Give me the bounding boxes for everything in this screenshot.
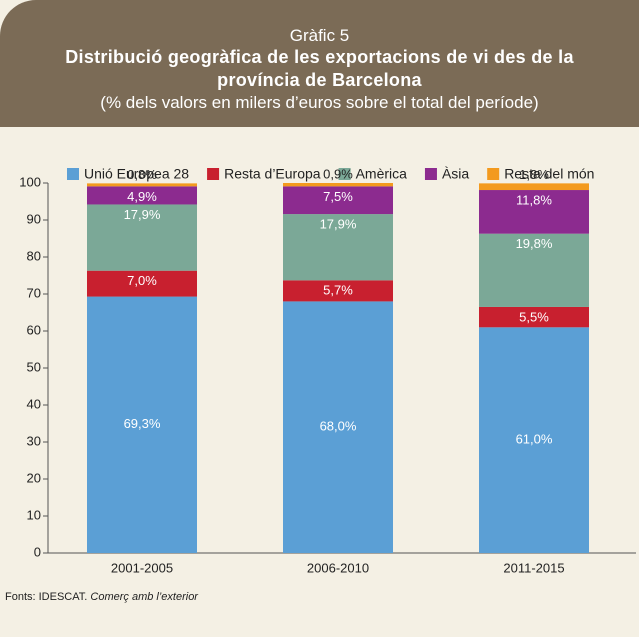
bar-segment — [479, 233, 589, 307]
chart-label: Gràfic 5 — [289, 26, 350, 45]
data-label: 1,8% — [519, 167, 549, 182]
bar-segment — [283, 183, 393, 187]
data-label: 19,8% — [516, 236, 553, 251]
legend-label: Àsia — [442, 166, 469, 182]
bar-segment — [479, 327, 589, 553]
data-label: 5,7% — [323, 283, 353, 298]
data-label: 7,5% — [323, 189, 353, 204]
y-tick-label: 0 — [34, 544, 41, 559]
data-label: 7,0% — [127, 273, 157, 288]
bar-segment — [87, 186, 197, 205]
source-text: Fonts: IDESCAT. — [5, 591, 88, 603]
bar-segment — [479, 183, 589, 191]
y-tick-label: 70 — [27, 285, 41, 300]
data-label: 17,9% — [124, 207, 161, 222]
data-label: 0,8% — [127, 167, 157, 182]
bar-segment — [283, 301, 393, 553]
source: Fonts: IDESCAT. Comerç amb l’exterior — [5, 591, 198, 603]
bar-segment — [479, 190, 589, 234]
data-label: 11,8% — [516, 192, 552, 207]
y-tick-label: 30 — [27, 433, 41, 448]
x-tick-label: 2001-2005 — [111, 560, 173, 575]
chart: Unió Europea 28 Resta d’Europa Amèrica Àsia… — [19, 166, 636, 575]
header: Gràfic 5 Distribució geogràfica de les e… — [0, 0, 639, 127]
legend-label: Resta del món — [504, 166, 594, 182]
y-tick-label: 90 — [27, 211, 41, 226]
legend-label: Resta d’Europa — [224, 166, 321, 182]
legend-swatch — [67, 168, 79, 180]
bar-segment — [283, 280, 393, 302]
bar-segment — [87, 204, 197, 271]
bar-segment — [283, 214, 393, 281]
bar-segment — [87, 183, 197, 187]
y-tick-label: 40 — [27, 396, 41, 411]
data-label: 0,9% — [323, 166, 353, 181]
bar-segment — [479, 306, 589, 328]
y-tick-label: 80 — [27, 248, 41, 263]
y-tick-label: 10 — [27, 507, 41, 522]
x-tick-label: 2006-2010 — [307, 560, 369, 575]
bar-segment — [87, 270, 197, 297]
y-tick-label: 60 — [27, 322, 41, 337]
y-tick-label: 100 — [19, 174, 41, 189]
data-label: 61,0% — [516, 432, 553, 447]
bar-segment — [283, 186, 393, 215]
legend-label: Unió Europea 28 — [84, 166, 189, 182]
x-tick-label: 2011-2015 — [503, 560, 564, 575]
legend-swatch — [487, 168, 500, 180]
y-tick-label: 20 — [27, 470, 41, 485]
legend-swatch — [207, 168, 220, 180]
data-label: 69,3% — [124, 416, 161, 431]
data-label: 68,0% — [320, 419, 357, 434]
bar-segment — [87, 296, 197, 553]
data-label: 5,5% — [519, 309, 549, 324]
y-tick-label: 50 — [27, 359, 41, 374]
chart-title: Distribució geogràfica de les exportacio… — [65, 47, 574, 90]
legend-swatch — [338, 168, 351, 180]
chart-subtitle: (% dels valors en milers d’euros sobre e… — [100, 93, 539, 112]
legend-label: Amèrica — [356, 166, 408, 182]
data-label: 4,9% — [127, 189, 157, 204]
data-label: 17,9% — [320, 217, 357, 232]
legend-swatch — [424, 168, 437, 180]
source-italic: Comerç amb l’exterior — [90, 591, 198, 603]
